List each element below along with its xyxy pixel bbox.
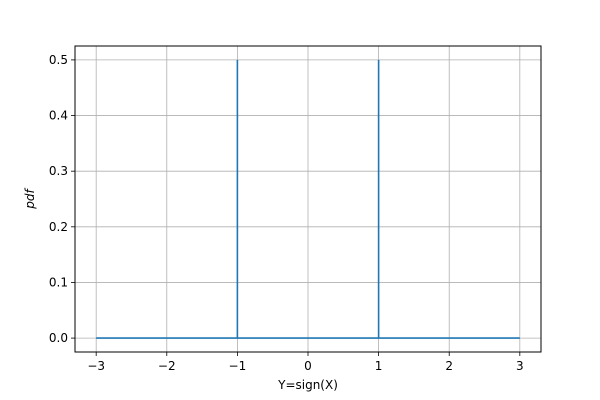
series-layer <box>96 59 520 339</box>
x-tick-label: −3 <box>87 359 105 373</box>
y-tick-label: 0.2 <box>49 220 68 234</box>
x-tick-label: −1 <box>229 359 247 373</box>
y-tick-label: 0.1 <box>49 275 68 289</box>
x-tick-label: 0 <box>304 359 312 373</box>
y-tick-label: 0.0 <box>49 331 68 345</box>
x-tick-label: 2 <box>445 359 453 373</box>
y-tick-label: 0.4 <box>49 109 68 123</box>
x-tick-label: −2 <box>158 359 176 373</box>
ticks: −3 −2 −1 0 1 2 3 0.0 0.1 0.2 0.3 0.4 0.5 <box>49 53 524 373</box>
grid <box>75 46 541 352</box>
x-tick-label: 1 <box>375 359 383 373</box>
series-line <box>96 59 520 339</box>
y-axis-label: pdf <box>23 188 37 210</box>
x-tick-label: 3 <box>516 359 524 373</box>
y-tick-label: 0.5 <box>49 53 68 67</box>
x-axis-label: Y=sign(X) <box>277 378 338 392</box>
y-tick-label: 0.3 <box>49 164 68 178</box>
